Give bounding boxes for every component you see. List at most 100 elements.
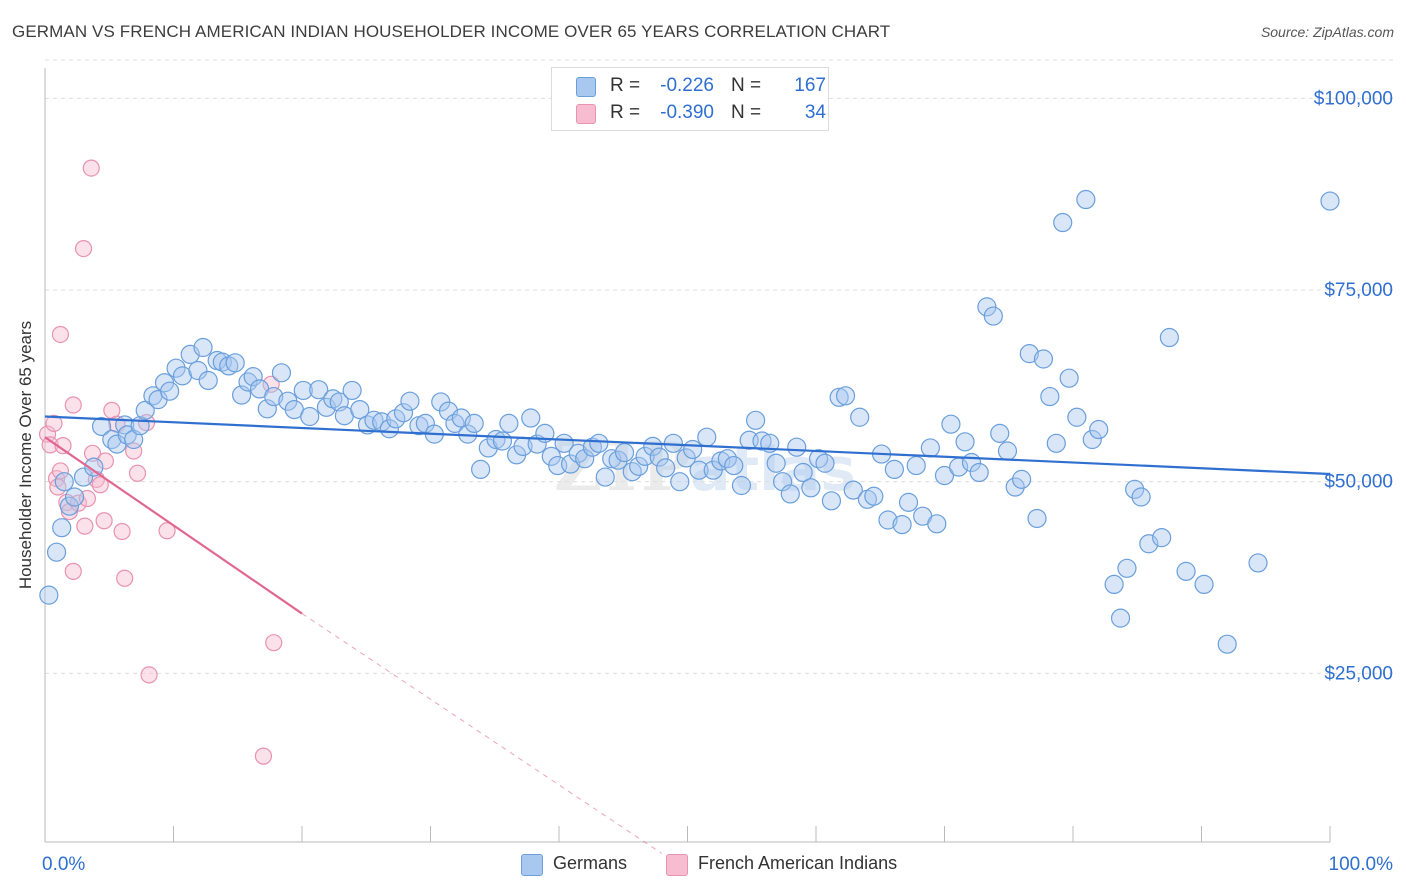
y-tick-label: $25,000 [1324, 663, 1393, 684]
german-point [815, 453, 835, 473]
french-american-indian-point [95, 512, 113, 530]
german-point [793, 462, 813, 483]
german-point [160, 381, 180, 401]
german-point [884, 459, 904, 479]
german-point [293, 380, 313, 401]
german-point [1059, 368, 1079, 388]
chart-title: GERMAN VS FRENCH AMERICAN INDIAN HOUSEHO… [12, 22, 891, 41]
german-point [1194, 574, 1214, 595]
german-point [464, 413, 484, 433]
german-point [766, 453, 786, 473]
french-american-indian-point [96, 452, 114, 470]
y-axis-title-wrap: Householder Income Over 65 years [6, 60, 46, 850]
german-point [906, 455, 926, 476]
bottom-legend-swatch-french-american-indians [666, 854, 688, 876]
german-point [257, 399, 277, 419]
german-point [724, 455, 744, 476]
german-point [521, 408, 541, 428]
german-point [635, 446, 655, 466]
french-american-indian-point [64, 562, 82, 580]
grid-lines [45, 59, 1394, 674]
german-point [608, 450, 628, 470]
german-point [1053, 212, 1073, 233]
german-point [934, 465, 955, 486]
german-point [1125, 479, 1145, 499]
german-point [393, 403, 414, 423]
german-point [198, 370, 218, 391]
german-point [560, 454, 581, 474]
german-point [1089, 419, 1109, 440]
german-point [752, 431, 772, 451]
german-point [1104, 574, 1124, 595]
german-point [166, 358, 186, 378]
french-american-indian-point [116, 569, 134, 587]
axes [44, 68, 1331, 843]
german-point [850, 407, 870, 427]
german-point [835, 386, 856, 406]
german-point [54, 472, 74, 492]
german-point [1019, 344, 1039, 364]
german-point [52, 518, 72, 538]
french-american-indian-point [113, 522, 131, 541]
german-point [1159, 327, 1179, 348]
german-point [400, 391, 420, 411]
legend-swatch-french-american-indians [576, 104, 596, 124]
german-point [1046, 433, 1066, 453]
germans-points [39, 189, 1340, 654]
french-american-indian-point [262, 375, 280, 393]
german-point [386, 409, 406, 429]
german-point [787, 437, 807, 457]
french-american-indian-point [41, 436, 59, 454]
german-point [1320, 191, 1340, 211]
german-point [746, 410, 766, 430]
french-american-indian-point [158, 522, 176, 540]
french-american-indian-point [51, 462, 70, 480]
legend-r-label: R = [610, 75, 641, 96]
german-point [492, 431, 513, 451]
german-point [643, 436, 663, 456]
german-point [622, 462, 642, 482]
german-point [1217, 634, 1237, 654]
german-point [892, 514, 912, 535]
german-point [955, 432, 975, 452]
german-point [629, 456, 649, 476]
legend-swatch-germans [576, 77, 596, 97]
french-american-indian-point [76, 517, 94, 535]
german-point [225, 353, 245, 373]
germans-trend-line [44, 415, 1331, 476]
german-point [1076, 189, 1096, 210]
french-american-indian-point [54, 437, 72, 455]
french-american-indian-point [265, 634, 283, 652]
french-american-indians-trend-extension [301, 613, 663, 854]
german-point [1033, 349, 1054, 369]
french-american-indian-point [83, 444, 102, 462]
german-point [649, 447, 669, 467]
german-point [772, 472, 793, 492]
source-credit: Source: ZipAtlas.com [1260, 24, 1394, 40]
german-point [589, 433, 609, 453]
y-axis-title: Householder Income Over 65 years [16, 320, 35, 590]
legend-r-value: -0.226 [660, 75, 714, 96]
german-point [1005, 477, 1025, 497]
french-american-indian-point [38, 425, 57, 443]
german-point [350, 400, 370, 420]
legend-n-label: N = [731, 75, 762, 96]
german-point [46, 542, 67, 562]
german-point [499, 413, 519, 433]
german-point [1152, 528, 1172, 548]
german-point [780, 484, 800, 504]
legend-r-label: R = [610, 102, 641, 123]
german-point [1248, 553, 1268, 573]
german-point [59, 496, 80, 516]
german-point [969, 462, 989, 483]
german-point [898, 492, 919, 512]
german-point [486, 429, 506, 450]
french-american-indian-point [64, 396, 82, 414]
french-american-indian-point [140, 666, 158, 684]
german-point [821, 491, 842, 511]
german-point [1067, 407, 1087, 427]
german-point [445, 413, 465, 433]
german-point [238, 372, 258, 392]
german-point [1176, 561, 1196, 581]
